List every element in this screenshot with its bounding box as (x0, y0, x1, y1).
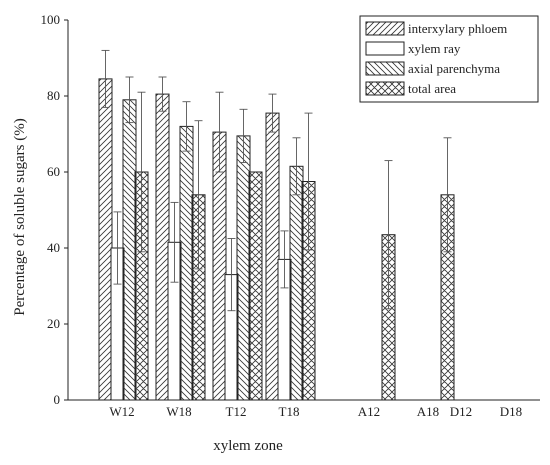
bar-T12-total-area (248, 171, 263, 401)
bar-T12-axial-parenchyma (236, 135, 251, 401)
x-tick-label: W18 (166, 404, 191, 419)
bars (98, 49, 455, 401)
legend-swatch (365, 21, 405, 36)
bar-T18-axial-parenchyma (289, 165, 304, 401)
x-axis-title: xylem zone (213, 438, 283, 454)
bar-W12-interxylary-phloem (98, 78, 113, 401)
legend-label: interxylary phloem (408, 21, 507, 36)
y-tick-label: 20 (47, 316, 60, 331)
y-tick-label: 80 (47, 88, 60, 103)
x-tick-label: T12 (226, 404, 247, 419)
legend-swatch (365, 61, 405, 76)
y-axis-title: Percentage of soluble sugars (%) (12, 118, 28, 315)
x-tick-label: D18 (500, 404, 522, 419)
legend-swatch (365, 81, 405, 96)
bar-W18-axial-parenchyma (179, 125, 194, 401)
x-tick-label: A18 (417, 404, 439, 419)
y-tick-label: 40 (47, 240, 60, 255)
x-tick-label: W12 (109, 404, 134, 419)
bar-T18-interxylary-phloem (265, 112, 280, 401)
legend-label: axial parenchyma (408, 61, 500, 76)
y-tick-label: 60 (47, 164, 60, 179)
legend-swatch (365, 41, 405, 56)
x-tick-label: A12 (358, 404, 380, 419)
x-tick-label: T18 (279, 404, 300, 419)
bar-W12-axial-parenchyma (122, 99, 137, 401)
legend-label: xylem ray (408, 41, 461, 56)
legend-label: total area (408, 81, 456, 96)
bar-W18-interxylary-phloem (155, 93, 170, 401)
x-tick-label: D12 (450, 404, 472, 419)
y-tick-label: 0 (54, 392, 61, 407)
axes: 0 20 40 60 80 100 W12 W18 T12 T18 A12 A18 D12 D18 (41, 12, 540, 419)
y-tick-label: 100 (41, 12, 61, 27)
legend: interxylary phloem xylem ray axial parench… (359, 15, 539, 103)
